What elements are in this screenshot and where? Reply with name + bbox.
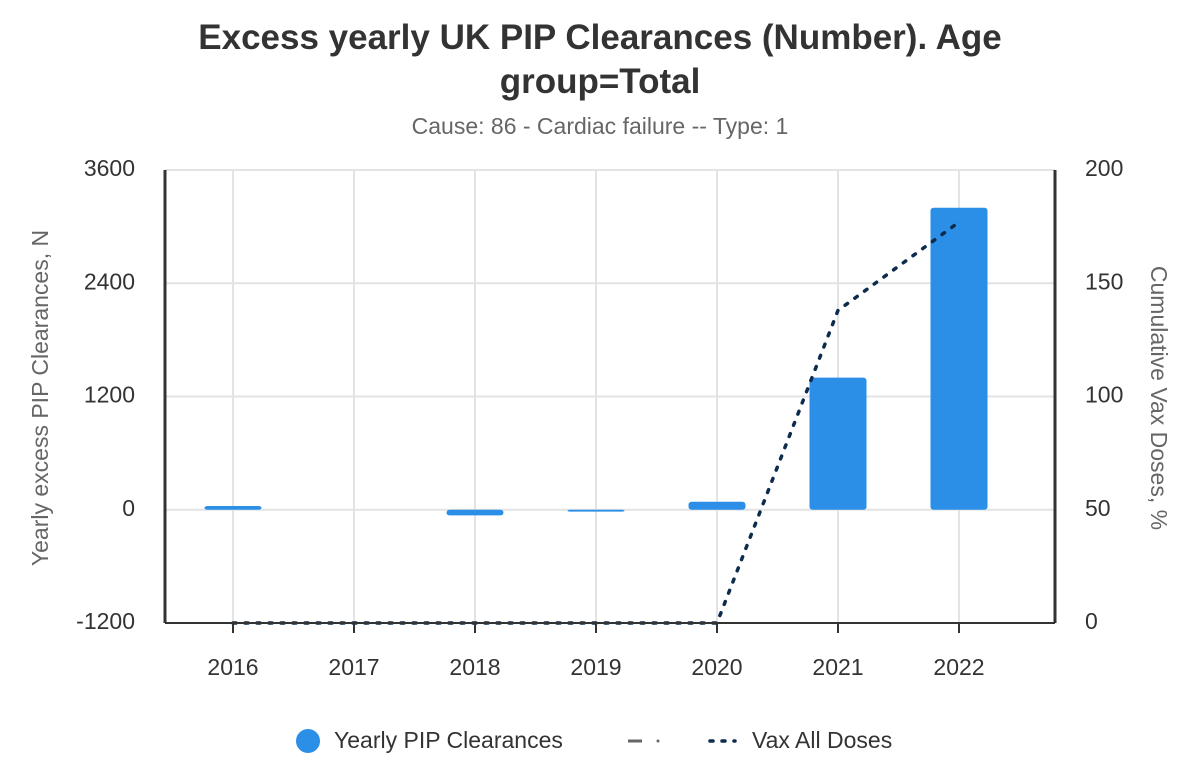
bar (809, 377, 867, 510)
y2-tick-label: 200 (1085, 155, 1123, 181)
bar (446, 509, 504, 516)
x-tick-label: 2019 (570, 654, 621, 680)
legend-label: Yearly PIP Clearances (334, 727, 563, 753)
y-tick-label: 3600 (84, 155, 135, 181)
x-tick-label: 2018 (449, 654, 500, 680)
y-tick-label: 1200 (84, 382, 135, 408)
y-tick-label: -1200 (76, 608, 135, 634)
bar (688, 501, 746, 510)
y-axis-title: Yearly excess PIP Clearances, N (27, 230, 53, 566)
legend-decoration (656, 739, 660, 743)
x-tick-label: 2022 (933, 654, 984, 680)
chart-title: Excess yearly UK PIP Clearances (Number)… (198, 18, 1002, 101)
y2-tick-label: 100 (1085, 382, 1123, 408)
x-tick-label: 2021 (812, 654, 863, 680)
x-tick-label: 2016 (207, 654, 258, 680)
bar (567, 509, 625, 512)
y2-tick-label: 50 (1085, 495, 1111, 521)
legend-swatch (296, 729, 320, 753)
chart-subtitle: Cause: 86 - Cardiac failure -- Type: 1 (411, 113, 789, 139)
y-tick-label: 2400 (84, 268, 135, 294)
x-tick-label: 2017 (328, 654, 379, 680)
legend-label: Vax All Doses (752, 727, 892, 753)
y2-tick-label: 0 (1085, 608, 1098, 634)
bar (930, 207, 988, 510)
y2-tick-label: 150 (1085, 268, 1123, 294)
y2-axis-title: Cumulative Vax Doses, % (1146, 266, 1172, 530)
bar (204, 505, 262, 510)
x-tick-label: 2020 (691, 654, 742, 680)
y-tick-label: 0 (122, 495, 135, 521)
